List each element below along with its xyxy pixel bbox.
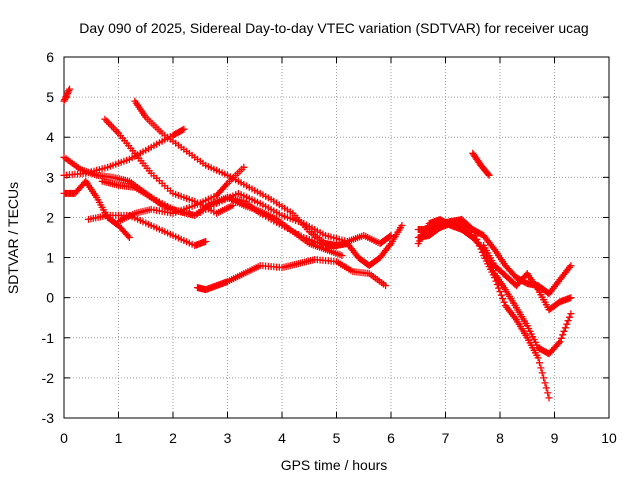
y-tick-label: 3 bbox=[46, 169, 54, 185]
series-trace-1 bbox=[60, 85, 73, 105]
marker bbox=[414, 215, 553, 402]
marker bbox=[224, 193, 406, 270]
y-tick-label: 5 bbox=[46, 89, 54, 105]
x-tick-label: 1 bbox=[115, 430, 123, 446]
x-tick-label: 0 bbox=[60, 430, 68, 446]
x-tick-label: 7 bbox=[442, 430, 450, 446]
x-tick-label: 2 bbox=[169, 430, 177, 446]
data-points bbox=[60, 85, 575, 402]
y-tick-label: 0 bbox=[46, 290, 54, 306]
x-tick-label: 5 bbox=[333, 430, 341, 446]
marker bbox=[414, 215, 575, 358]
y-tick-label: 2 bbox=[46, 209, 54, 225]
y-tick-label: -3 bbox=[42, 410, 55, 426]
series-trace-6 bbox=[60, 125, 188, 179]
marker bbox=[469, 149, 493, 179]
x-tick-label: 6 bbox=[387, 430, 395, 446]
marker bbox=[480, 242, 575, 314]
series-trace-11 bbox=[194, 256, 390, 294]
series-trace-12 bbox=[414, 220, 575, 298]
series-trace-10 bbox=[224, 193, 406, 270]
y-tick-label: 6 bbox=[46, 49, 54, 65]
x-tick-label: 4 bbox=[278, 430, 286, 446]
x-tick-label: 3 bbox=[224, 430, 232, 446]
y-tick-label: 4 bbox=[46, 129, 54, 145]
x-tick-label: 9 bbox=[551, 430, 559, 446]
y-tick-label: -2 bbox=[42, 370, 55, 386]
series-trace-15 bbox=[480, 242, 575, 314]
y-tick-label: -1 bbox=[42, 330, 55, 346]
marker bbox=[60, 85, 73, 105]
x-tick-label: 10 bbox=[601, 430, 617, 446]
x-tick-label: 8 bbox=[496, 430, 504, 446]
axis-ticks: 0 1 2 3 4 5 6 7 8 9 10 -3 -2 -1 0 1 2 3 4 5 6 bbox=[42, 49, 617, 446]
series-trace-14 bbox=[414, 215, 553, 402]
y-axis-label: SDTVAR / TECUs bbox=[5, 182, 21, 294]
marker bbox=[194, 256, 390, 294]
marker bbox=[414, 220, 575, 298]
x-axis-label: GPS time / hours bbox=[281, 457, 388, 473]
chart-title: Day 090 of 2025, Sidereal Day-to-day VTE… bbox=[79, 20, 588, 36]
series-trace-13 bbox=[414, 215, 575, 358]
marker bbox=[60, 125, 188, 179]
series-trace-16 bbox=[469, 149, 493, 179]
y-tick-label: 1 bbox=[46, 250, 54, 266]
